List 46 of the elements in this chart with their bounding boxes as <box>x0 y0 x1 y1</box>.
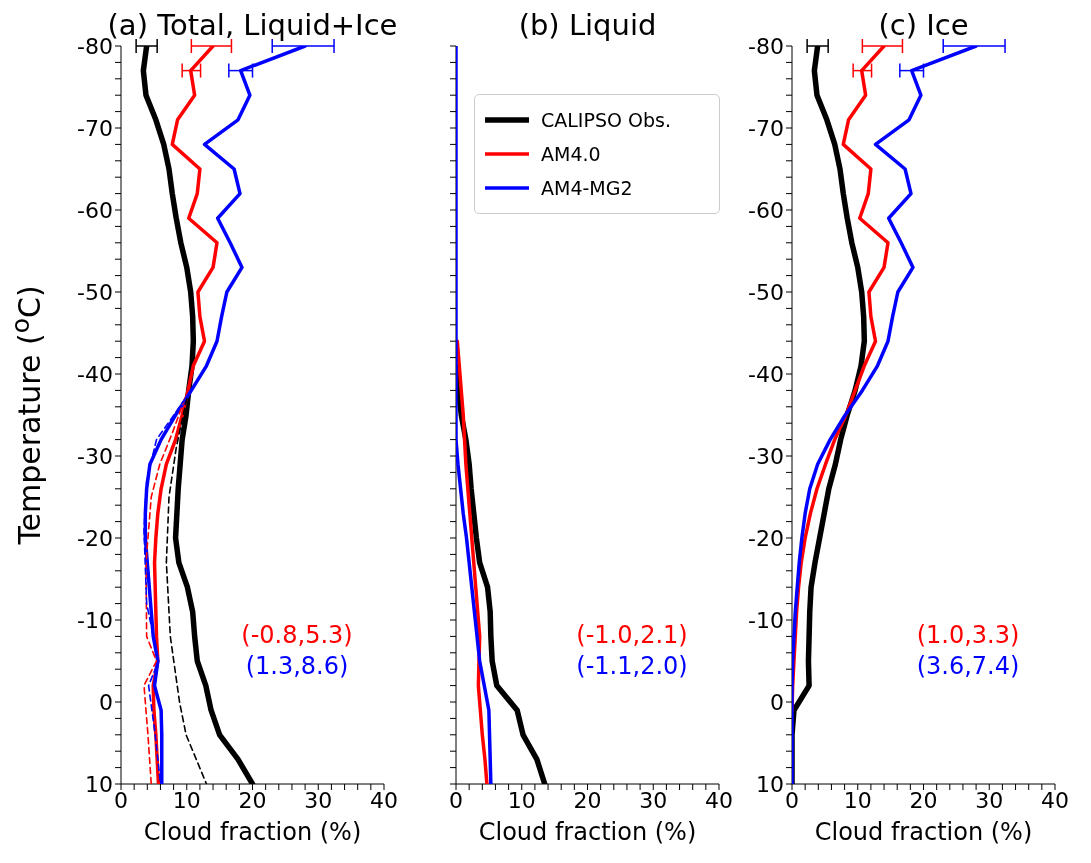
annotation: (3.6,7.4) <box>916 652 1020 680</box>
y-tick-label: 0 <box>770 689 784 715</box>
y-tick-label: -50 <box>77 279 113 305</box>
x-tick-label: 10 <box>507 787 536 813</box>
y-tick-label: -30 <box>77 443 113 469</box>
y-tick-label: -70 <box>77 115 113 141</box>
x-tick-label: 20 <box>909 787 938 813</box>
annotation: (-1.1,2.0) <box>576 652 688 680</box>
annotation: (1.0,3.3) <box>916 621 1020 649</box>
x-tick-label: 40 <box>370 787 398 813</box>
y-tick-label: -40 <box>748 361 784 387</box>
y-tick-label: -30 <box>748 443 784 469</box>
x-tick-label: 30 <box>975 787 1004 813</box>
x-axis-title: Cloud fraction (%) <box>478 818 697 846</box>
y-tick-label: -80 <box>748 33 784 59</box>
legend-label: AM4.0 <box>541 143 601 165</box>
x-tick-label: 20 <box>573 787 602 813</box>
chart-title: (c) Ice <box>878 8 969 42</box>
chart-title: (b) Liquid <box>518 8 657 42</box>
annotation: (-0.8,5.3) <box>241 621 353 649</box>
y-tick-label: -50 <box>748 279 784 305</box>
y-tick-label: -40 <box>77 361 113 387</box>
y-tick-label: 10 <box>756 771 784 797</box>
x-tick-label: 30 <box>304 787 333 813</box>
x-axis-title: Cloud fraction (%) <box>814 818 1033 846</box>
y-tick-label: -60 <box>77 197 113 223</box>
y-tick-label: 10 <box>85 771 113 797</box>
legend-label: CALIPSO Obs. <box>541 109 671 131</box>
x-axis-title: Cloud fraction (%) <box>143 818 362 846</box>
x-tick-label: 10 <box>843 787 872 813</box>
y-tick-label: 0 <box>99 689 113 715</box>
annotation: (-1.0,2.1) <box>576 621 688 649</box>
x-tick-label: 0 <box>449 787 463 813</box>
y-tick-label: -60 <box>748 197 784 223</box>
y-tick-label: -10 <box>748 607 784 633</box>
legend-label: AM4-MG2 <box>541 177 633 199</box>
y-tick-label: -70 <box>748 115 784 141</box>
x-tick-label: 20 <box>238 787 267 813</box>
x-tick-label: 40 <box>705 787 733 813</box>
x-tick-label: 10 <box>172 787 201 813</box>
x-tick-label: 40 <box>1041 787 1069 813</box>
y-tick-label: -20 <box>77 525 113 551</box>
x-tick-label: 30 <box>639 787 668 813</box>
y-tick-label: -20 <box>748 525 784 551</box>
annotation: (1.3,8.6) <box>245 652 349 680</box>
y-tick-label: -10 <box>77 607 113 633</box>
